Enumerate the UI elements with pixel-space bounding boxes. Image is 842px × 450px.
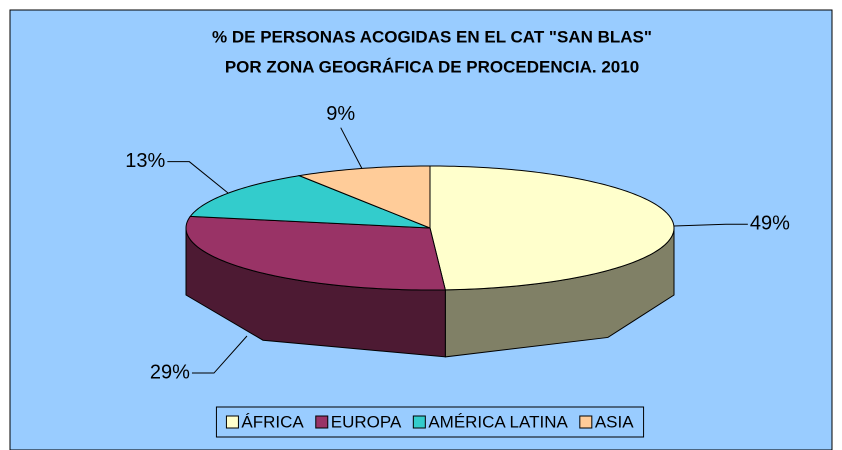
legend-swatch <box>579 415 593 429</box>
data-label: 29% <box>150 361 190 383</box>
pie-slice <box>297 165 431 229</box>
pie-slice <box>189 175 431 229</box>
legend-label: AMÉRICA LATINA <box>428 412 568 431</box>
data-label: 13% <box>125 150 165 172</box>
legend-label: EUROPA <box>331 412 402 431</box>
legend-box <box>215 406 645 438</box>
data-label: 9% <box>326 103 355 125</box>
leader-line <box>673 223 748 227</box>
data-label: 49% <box>750 213 790 235</box>
pie-slice <box>185 215 446 291</box>
pie-tops <box>185 165 675 291</box>
leader-line <box>191 335 248 374</box>
leader-line <box>340 127 363 169</box>
legend-label: ASIA <box>595 412 634 431</box>
chart-title: % DE PERSONAS ACOGIDAS EN EL CAT "SAN BL… <box>212 27 652 46</box>
chart-title: POR ZONA GEOGRÁFICA DE PROCEDENCIA. 2010 <box>225 57 639 76</box>
legend-swatch <box>225 415 239 429</box>
legend-swatch <box>315 415 329 429</box>
data-labels: 49% 29% 13% 9% <box>125 103 790 383</box>
legend-label: ÁFRICA <box>241 412 304 431</box>
legend: ÁFRICA EUROPA AMÉRICA LATINA ASIA <box>215 406 645 438</box>
leader-line <box>167 161 229 194</box>
legend-swatch <box>412 415 426 429</box>
